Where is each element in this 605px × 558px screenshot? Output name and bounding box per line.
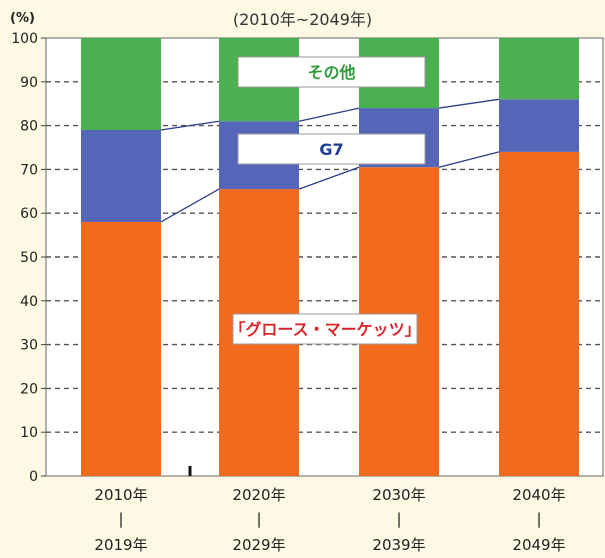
- series-label-box: [237, 133, 426, 165]
- bar-segment: [81, 221, 161, 476]
- x-tick-label-top: 2020年: [232, 486, 285, 504]
- series-label: その他: [307, 63, 355, 82]
- bar-segment: [81, 38, 161, 130]
- x-tick-label-sep: |: [256, 510, 261, 528]
- connector-line: [298, 107, 360, 122]
- bar-segment: [499, 151, 579, 476]
- y-tick-label: 100: [11, 31, 38, 47]
- x-tick-label-bottom: 2039年: [372, 536, 425, 554]
- chart-subtitle: (2010年~2049年): [232, 10, 373, 29]
- y-tick-label: 50: [20, 250, 38, 266]
- x-tick-label-sep: |: [396, 510, 401, 528]
- series-label-box: [237, 56, 426, 88]
- x-tick-label-top: 2040年: [512, 486, 565, 504]
- connector-line: [160, 120, 220, 131]
- series-label: G7: [319, 140, 343, 159]
- x-tick-label-sep: |: [118, 510, 123, 528]
- bar-segment: [81, 129, 161, 222]
- y-tick-label: 60: [20, 206, 38, 222]
- y-tick-label: 20: [20, 381, 38, 397]
- series-label: 「グロース・マーケッツ」: [229, 320, 420, 339]
- x-tick-label-top: 2030年: [372, 486, 425, 504]
- connector-line: [298, 166, 360, 190]
- x-tick-label-sep: |: [536, 510, 541, 528]
- y-tick-label: 40: [20, 294, 38, 310]
- connector-line: [160, 188, 220, 223]
- y-tick-label: 80: [20, 119, 38, 135]
- x-tick-label-bottom: 2019年: [94, 536, 147, 554]
- series-label-box: [232, 313, 418, 345]
- connector-line: [438, 98, 500, 109]
- y-tick-label: 10: [20, 425, 38, 441]
- x-tick-label-bottom: 2029年: [232, 536, 285, 554]
- y-tick-label: 70: [20, 162, 38, 178]
- y-axis-unit: (%): [10, 11, 35, 26]
- x-tick-label-bottom: 2049年: [512, 536, 565, 554]
- y-tick-label: 30: [20, 338, 38, 354]
- bar-segment: [499, 38, 579, 100]
- connector-line: [438, 151, 500, 168]
- y-tick-label: 0: [29, 469, 38, 485]
- y-tick-label: 90: [20, 75, 38, 91]
- x-tick-label-top: 2010年: [94, 486, 147, 504]
- bar-segment: [499, 99, 579, 152]
